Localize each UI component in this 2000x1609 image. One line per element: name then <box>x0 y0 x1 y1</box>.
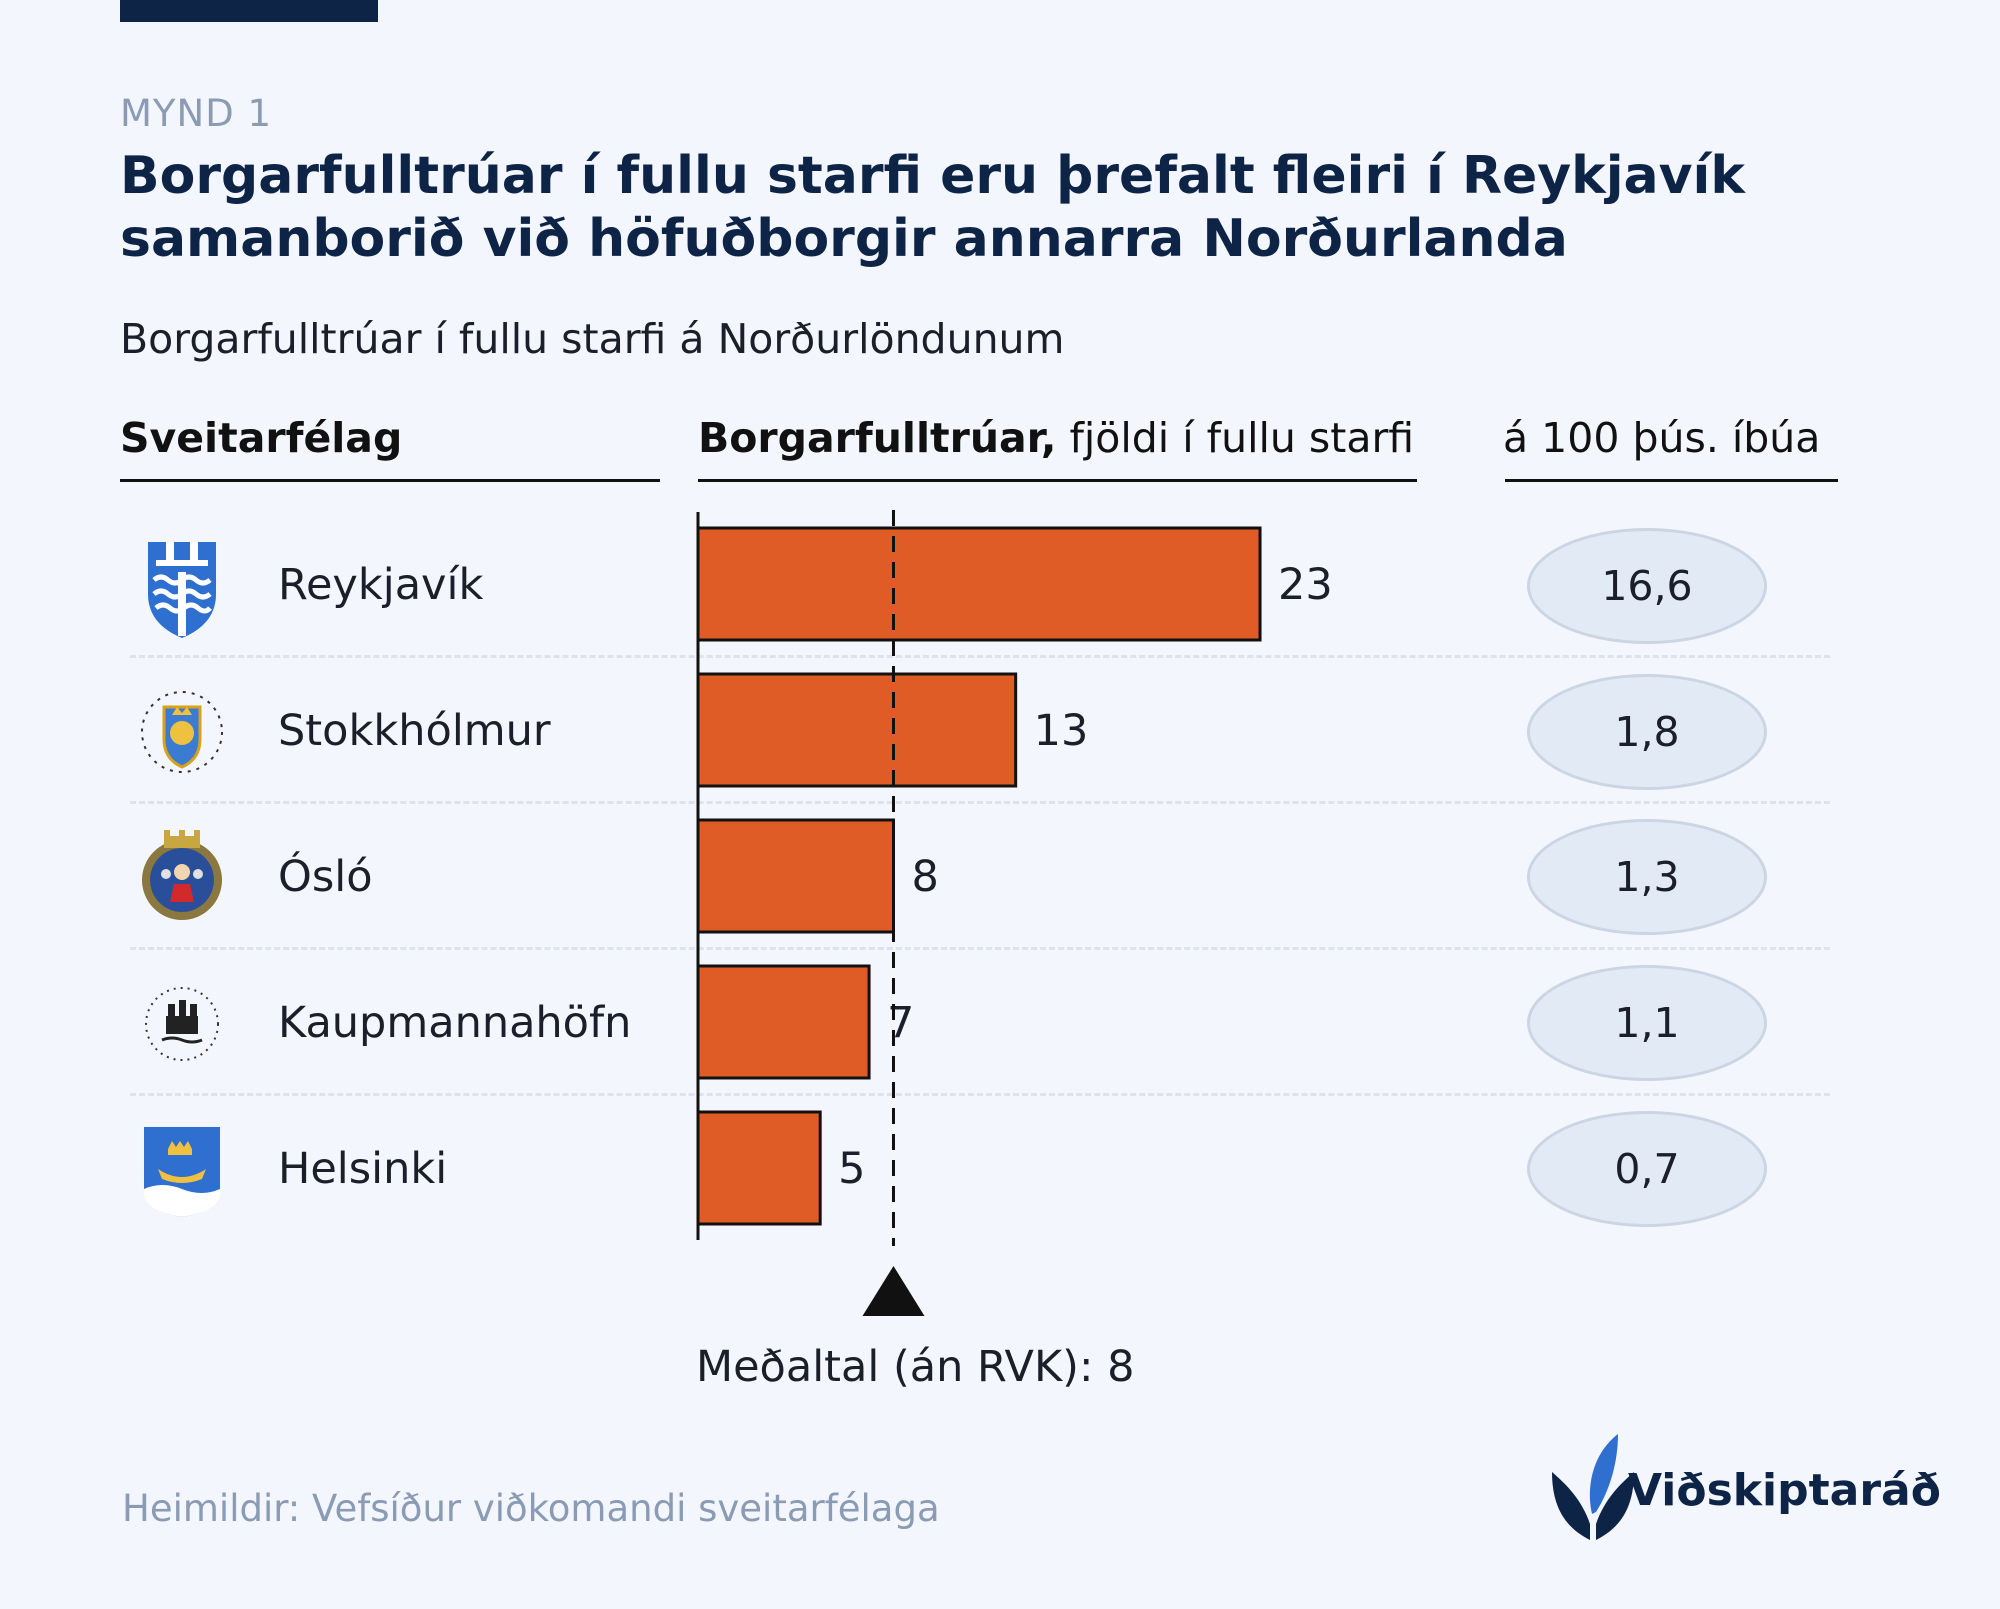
bar-value-label-2: 8 <box>911 852 938 902</box>
bar-chart: 23 13 8 7 5 <box>696 510 1333 1316</box>
average-marker-triangle <box>862 1266 925 1316</box>
column-rule-municipality <box>120 479 660 482</box>
bar-4 <box>696 1110 822 1226</box>
per-capita-value-reykjavik: 16,6 <box>1527 528 1767 644</box>
source-note: Heimildir: Vefsíður viðkomandi sveitarfé… <box>122 1487 940 1530</box>
per-capita-value-copenhagen: 1,1 <box>1527 965 1767 1081</box>
vidskiptarad-logo-icon <box>1552 1434 1634 1540</box>
oslo-seal-icon <box>142 830 222 920</box>
bar-2 <box>696 818 895 934</box>
municipality-name-stockholm: Stokkhólmur <box>278 706 551 756</box>
helsinki-crest-icon <box>144 1127 220 1217</box>
top-accent-bar <box>120 0 378 22</box>
per-capita-value-oslo: 1,3 <box>1527 819 1767 935</box>
row-separator <box>130 655 1830 658</box>
per-capita-value-stockholm: 1,8 <box>1527 674 1767 790</box>
row-separator <box>130 947 1830 950</box>
bar-value-label-0: 23 <box>1278 560 1333 610</box>
column-rule-count <box>698 479 1417 482</box>
reykjavik-crest-icon <box>148 542 216 638</box>
per-capita-value-helsinki: 0,7 <box>1527 1111 1767 1227</box>
stockholm-seal-icon <box>141 691 223 773</box>
column-header-count: Borgarfulltrúar, fjöldi í fullu starfi <box>698 414 1415 462</box>
row-separator <box>130 1093 1830 1096</box>
copenhagen-seal-icon <box>145 987 219 1061</box>
row-separator <box>130 801 1830 804</box>
average-label: Meðaltal (án RVK): 8 <box>696 1342 1135 1392</box>
figure-kicker: MYND 1 <box>120 92 272 135</box>
bar-0 <box>696 526 1262 642</box>
chart-title: Borgarfulltrúar í fullu starfi eru þrefa… <box>120 146 1745 269</box>
municipality-name-reykjavik: Reykjavík <box>278 560 484 610</box>
bar-1 <box>696 672 1018 788</box>
column-rule-per-capita <box>1505 479 1838 482</box>
bar-value-label-4: 5 <box>838 1144 865 1194</box>
column-header-municipality: Sveitarfélag <box>120 414 403 462</box>
municipality-name-helsinki: Helsinki <box>278 1144 448 1194</box>
chart-subtitle: Borgarfulltrúar í fullu starfi á Norðurl… <box>120 315 1065 363</box>
column-header-per-capita: á 100 þús. íbúa <box>1503 414 1821 462</box>
municipality-name-copenhagen: Kaupmannahöfn <box>278 998 632 1048</box>
bar-3 <box>696 964 871 1080</box>
municipality-name-oslo: Ósló <box>278 852 373 902</box>
bar-value-label-3: 7 <box>887 998 914 1048</box>
brand-name: Viðskiptaráð <box>1628 1465 1941 1516</box>
bar-value-label-1: 13 <box>1034 706 1089 756</box>
